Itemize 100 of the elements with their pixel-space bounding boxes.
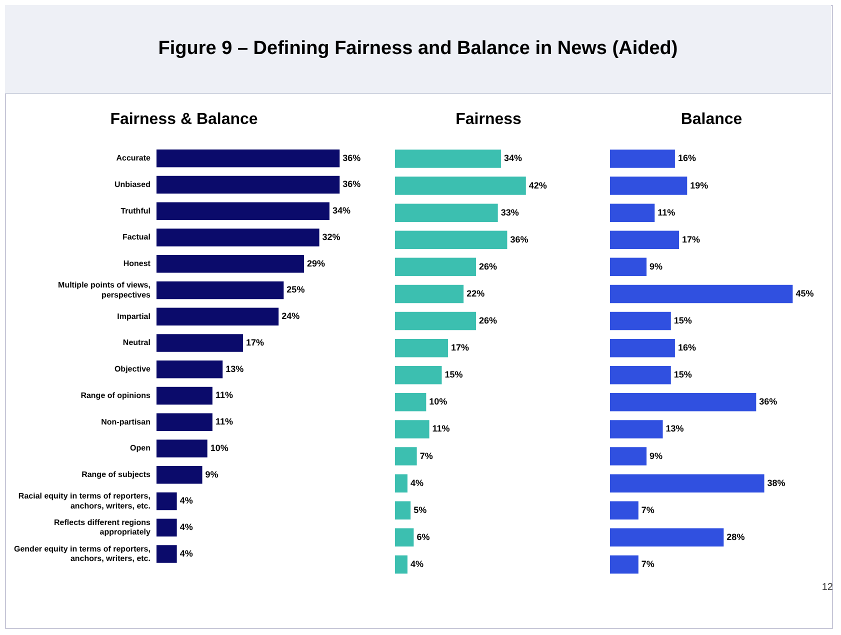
bar (610, 393, 756, 412)
text: Figure 9 – Defining Fairness and Balance in News (Aided) (5, 5, 831, 94)
data-label: 26% (479, 316, 498, 326)
y-tick-label: Accurate (116, 154, 152, 163)
data-label: 15% (674, 316, 692, 326)
data-label: 36% (510, 234, 528, 244)
bar (395, 338, 448, 358)
data-label: 4% (410, 558, 424, 569)
bar (395, 258, 476, 276)
bar (156, 149, 340, 168)
bar (395, 393, 426, 412)
bar (395, 447, 417, 466)
data-label: 36% (342, 179, 361, 190)
data-label: 10% (429, 396, 448, 407)
bar (395, 420, 430, 438)
bar (156, 386, 212, 405)
data-label: 33% (500, 207, 519, 218)
data-label: 19% (690, 180, 708, 190)
y-tick-label: Range of subjects (82, 470, 152, 480)
data-label: 26% (479, 261, 498, 272)
bar (156, 360, 223, 378)
data-label: 7% (641, 504, 654, 515)
chart-subtitle: Fairness & Balance (110, 111, 258, 128)
data-label: 4% (410, 478, 424, 488)
y-tick-label: Factual (122, 232, 150, 242)
bar (610, 176, 688, 195)
bar (395, 284, 464, 304)
data-label: 34% (504, 153, 522, 164)
bar (395, 555, 408, 574)
bar (610, 555, 638, 574)
data-label: 22% (466, 288, 485, 298)
data-label: 17% (246, 337, 264, 348)
y-tick-label: Non-partisan (101, 417, 151, 426)
data-label: 4% (180, 522, 193, 532)
bar (156, 466, 202, 484)
bar (610, 150, 675, 168)
data-label: 34% (332, 206, 350, 216)
data-label: 17% (450, 342, 469, 353)
bar (395, 176, 526, 195)
data-label: 11% (215, 416, 233, 427)
chart-title: Balance (680, 111, 742, 128)
bar (610, 284, 793, 304)
bar (156, 254, 304, 273)
data-label: 15% (674, 370, 692, 380)
y-tick-label: Range of opinions (80, 390, 152, 400)
data-label: 9% (650, 450, 663, 461)
y-tick-label: Objective (114, 364, 152, 374)
bar (610, 338, 675, 358)
data-label: 42% (528, 180, 547, 190)
data-label: 7% (420, 450, 433, 461)
bar (156, 281, 284, 300)
data-label: 11% (432, 424, 450, 434)
y-tick-label: Truthful (120, 206, 150, 216)
data-label: 15% (444, 370, 463, 380)
bar (610, 230, 680, 250)
bar (395, 474, 408, 492)
y-tick-label: Honest (123, 259, 151, 268)
bar (156, 545, 177, 563)
y-tick-label: Multiple points of views, perspectives (58, 280, 152, 300)
bar (395, 366, 442, 384)
bar (610, 474, 764, 492)
data-label: 38% (767, 478, 786, 488)
bar (156, 518, 177, 537)
y-tick-label: Reflects different regions appropriately (54, 518, 152, 537)
data-label: 36% (759, 396, 778, 407)
bar (395, 528, 414, 547)
bar (156, 228, 320, 246)
bar (395, 312, 476, 330)
data-label: 28% (726, 532, 745, 542)
data-label: 29% (307, 258, 326, 268)
y-tick-label: Gender equity in terms of reporters, anchors, writers, etc. (14, 544, 150, 564)
bar (395, 204, 498, 222)
data-label: 6% (416, 532, 430, 542)
chart-title: Fairness (456, 111, 522, 128)
data-label: 13% (226, 364, 244, 374)
bar (156, 176, 340, 194)
bar (610, 312, 671, 330)
y-tick-label: Impartial (117, 312, 150, 321)
bar (610, 501, 638, 520)
bar (610, 258, 647, 276)
text: 12 (822, 582, 833, 593)
bar (156, 334, 243, 352)
bar (610, 528, 724, 547)
bar (610, 366, 671, 384)
data-label: 5% (414, 504, 427, 515)
bar (610, 420, 663, 438)
data-label: 4% (180, 548, 193, 558)
data-label: 16% (678, 342, 696, 353)
y-tick-label: Neutral (122, 338, 150, 348)
data-label: 9% (650, 261, 663, 272)
data-label: 45% (796, 288, 814, 298)
bar (610, 204, 655, 222)
data-label: 11% (658, 207, 676, 218)
bar (610, 447, 647, 466)
bar (156, 308, 279, 326)
bar (395, 230, 508, 250)
data-label: 11% (215, 390, 233, 400)
data-label: 32% (322, 232, 340, 242)
data-label: 17% (682, 234, 700, 244)
bar (156, 492, 177, 510)
